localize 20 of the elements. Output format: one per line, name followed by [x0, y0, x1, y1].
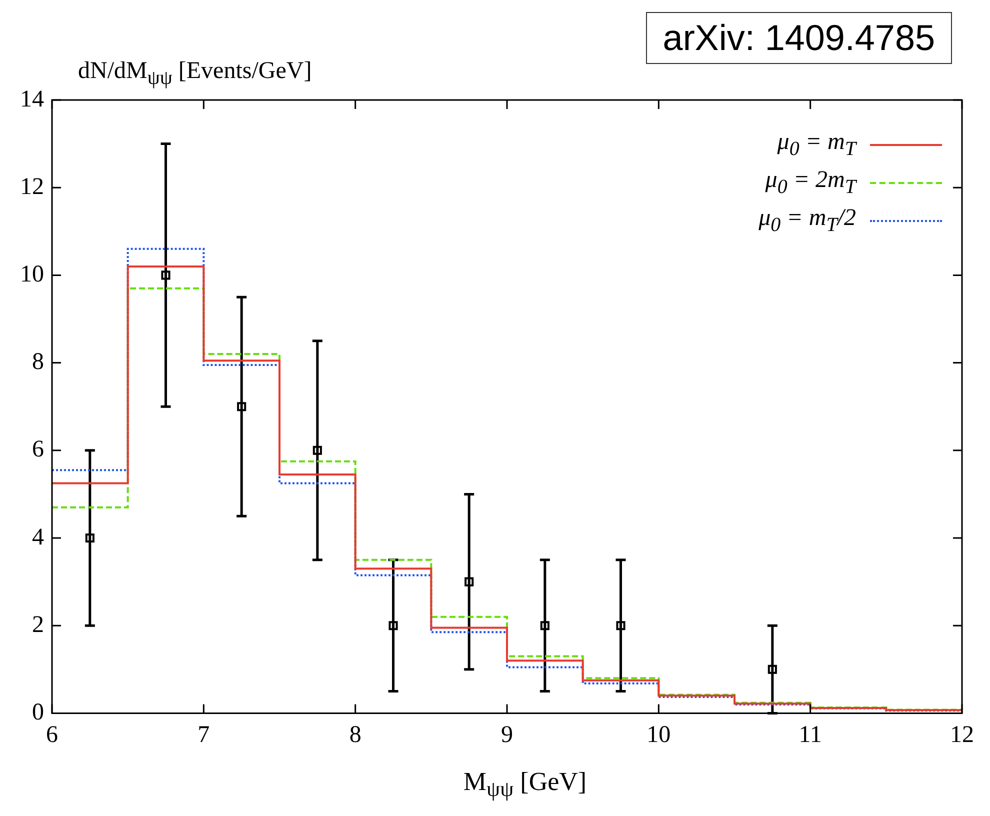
- x-tick-label: 12: [950, 722, 974, 748]
- legend-label: μ$_{0}$ = 2m$_{T}$: [765, 167, 856, 199]
- legend-label: μ$_{0}$ = m$_{T}$/2: [758, 205, 856, 237]
- x-tick-label: 11: [798, 722, 822, 748]
- y-tick-label: 0: [32, 699, 44, 726]
- y-tick-label: 14: [20, 86, 44, 112]
- y-tick-label: 10: [20, 261, 44, 288]
- y-tick-label: 12: [20, 174, 44, 200]
- y-tick-label: 4: [32, 524, 44, 550]
- x-axis-title: M$_{ψψ}$ [GeV]: [462, 766, 588, 802]
- y-tick-label: 8: [32, 349, 44, 376]
- y-axis-title: dN/dM$_{ψψ}$ [Events/GeV]: [78, 58, 312, 90]
- y-tick-label: 6: [32, 436, 44, 463]
- text: arXiv: 1409.4785: [646, 12, 952, 64]
- y-tick-label: 2: [32, 612, 44, 638]
- x-tick-label: 7: [198, 722, 210, 748]
- x-tick-label: 8: [349, 722, 362, 748]
- x-tick-label: 9: [501, 722, 513, 748]
- x-tick-label: 10: [646, 722, 671, 748]
- legend-label: μ$_{0}$ = m$_{T}$: [777, 129, 856, 161]
